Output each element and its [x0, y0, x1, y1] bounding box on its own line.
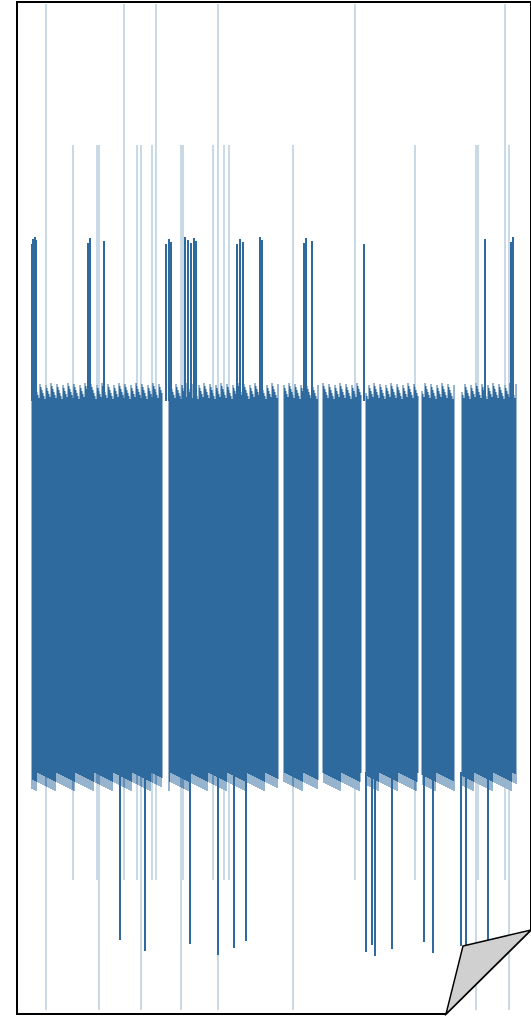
page-fold-corner: [444, 929, 531, 1016]
waveform-graphic: [31, 4, 517, 1010]
